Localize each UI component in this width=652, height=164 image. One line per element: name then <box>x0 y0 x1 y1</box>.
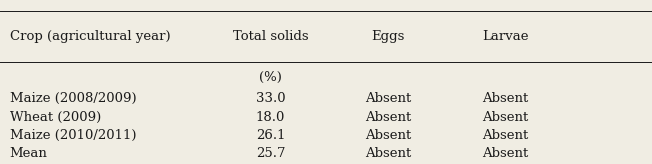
Text: Absent: Absent <box>482 147 528 160</box>
Text: Maize (2008/2009): Maize (2008/2009) <box>10 92 136 105</box>
Text: Absent: Absent <box>365 147 411 160</box>
Text: Absent: Absent <box>482 111 528 124</box>
Text: Wheat (2009): Wheat (2009) <box>10 111 101 124</box>
Text: Absent: Absent <box>365 111 411 124</box>
Text: 33.0: 33.0 <box>256 92 286 105</box>
Text: Absent: Absent <box>365 129 411 142</box>
Text: Absent: Absent <box>365 92 411 105</box>
Text: 18.0: 18.0 <box>256 111 286 124</box>
Text: Crop (agricultural year): Crop (agricultural year) <box>10 30 170 43</box>
Text: Mean: Mean <box>10 147 48 160</box>
Text: Eggs: Eggs <box>371 30 405 43</box>
Text: Larvae: Larvae <box>482 30 529 43</box>
Text: Total solids: Total solids <box>233 30 308 43</box>
Text: 25.7: 25.7 <box>256 147 286 160</box>
Text: Maize (2010/2011): Maize (2010/2011) <box>10 129 136 142</box>
Text: (%): (%) <box>259 71 282 84</box>
Text: Absent: Absent <box>482 92 528 105</box>
Text: Absent: Absent <box>482 129 528 142</box>
Text: 26.1: 26.1 <box>256 129 286 142</box>
